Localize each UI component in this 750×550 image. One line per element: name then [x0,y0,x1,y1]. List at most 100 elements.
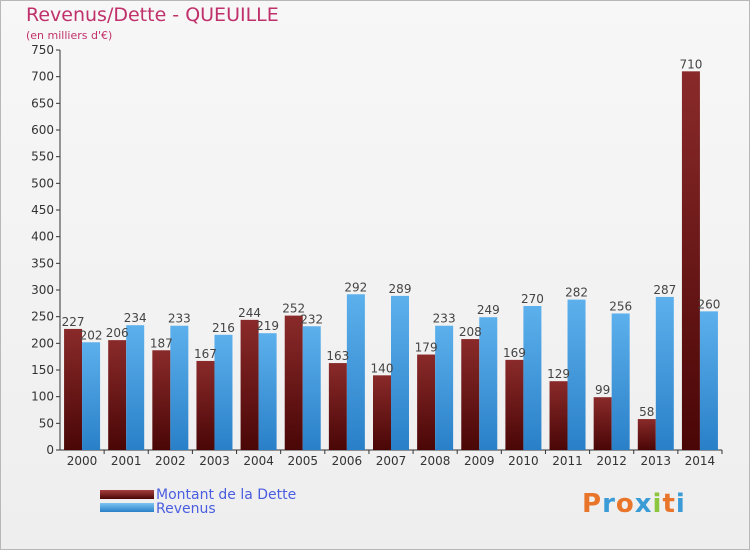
data-label-revenus: 289 [389,282,412,296]
proxiti-logo: Proxiti [582,489,686,519]
bar-dette [637,419,656,450]
bar-dette [417,354,436,450]
legend-label-debt: Montant de la Dette [156,487,297,503]
y-tick-label: 650 [31,96,54,110]
bar-revenus [302,326,321,450]
data-label-revenus: 256 [609,299,632,313]
y-tick-label: 0 [46,443,54,457]
logo-letter: t [662,489,676,519]
data-label-dette: 99 [595,383,610,397]
legend-swatch-revenus [100,503,154,512]
bar-revenus [346,294,365,450]
y-tick-label: 500 [31,176,54,190]
y-tick-label: 750 [31,43,54,57]
data-label-revenus: 282 [565,286,588,300]
data-label-revenus: 287 [653,283,676,297]
x-tick-label: 2010 [508,454,539,468]
x-tick-label: 2013 [641,454,672,468]
y-tick-label: 100 [31,390,54,404]
data-label-dette: 58 [639,405,654,419]
bar-revenus [258,333,277,450]
bar-revenus [214,334,233,450]
x-tick-label: 2006 [332,454,363,468]
x-tick-label: 2012 [596,454,627,468]
x-tick-label: 2000 [67,454,98,468]
x-tick-label: 2009 [464,454,495,468]
bar-dette [108,340,127,450]
data-label-dette: 163 [326,349,349,363]
y-tick-label: 50 [39,416,54,430]
x-tick-label: 2011 [552,454,583,468]
bar-revenus [655,296,674,450]
x-tick-label: 2005 [287,454,318,468]
x-tick-label: 2001 [111,454,142,468]
bar-revenus [82,342,101,450]
data-label-dette: 179 [415,341,438,355]
data-label-revenus: 216 [212,321,235,335]
data-label-revenus: 219 [256,319,279,333]
bar-revenus [479,317,498,450]
bar-revenus [611,313,630,450]
data-label-revenus: 234 [124,311,147,325]
y-tick-label: 600 [31,123,54,137]
data-label-revenus: 260 [697,297,720,311]
data-label-dette: 252 [282,302,305,316]
bar-dette [461,339,480,450]
bar-revenus [126,325,145,450]
data-label-dette: 710 [679,57,702,71]
legend-label-revenus: Revenus [156,501,216,517]
data-label-revenus: 233 [168,312,191,326]
data-label-dette: 129 [547,367,570,381]
y-tick-label: 200 [31,336,54,350]
data-label-dette: 227 [62,315,85,329]
data-label-revenus: 233 [433,312,456,326]
bar-revenus [523,306,542,450]
y-tick-label: 450 [31,203,54,217]
logo-letter: i [675,489,686,519]
data-label-dette: 187 [150,336,173,350]
logo-letter: P [582,489,603,519]
bar-revenus [391,295,409,450]
data-label-dette: 208 [459,325,482,339]
chart-title: Revenus/Dette - QUEUILLE [26,4,279,26]
bar-dette [373,375,391,450]
x-tick-label: 2007 [376,454,407,468]
x-tick-label: 2002 [155,454,186,468]
chart-subtitle: (en milliers d'€) [26,29,113,42]
bar-dette [505,359,524,450]
bar-revenus [435,325,454,450]
bar-revenus [567,299,586,450]
bar-dette [240,319,259,450]
data-label-revenus: 202 [80,328,103,342]
bar-dette [64,328,83,450]
data-label-revenus: 270 [521,292,544,306]
logo-letter: i [652,489,663,519]
data-label-dette: 169 [503,346,526,360]
y-tick-label: 250 [31,310,54,324]
bar-dette [328,363,347,450]
x-tick-label: 2014 [685,454,716,468]
data-label-dette: 140 [371,361,394,375]
data-label-revenus: 292 [344,280,367,294]
logo-letter: x [634,489,653,519]
y-tick-label: 400 [31,230,54,244]
bar-dette [284,315,303,450]
bar-dette [681,71,700,450]
y-tick-label: 700 [31,70,54,84]
x-tick-label: 2008 [420,454,451,468]
y-tick-label: 550 [31,150,54,164]
logo-letter: r [602,489,616,519]
y-tick-label: 150 [31,363,54,377]
y-tick-label: 300 [31,283,54,297]
legend-swatch-debt [100,490,154,499]
bar-revenus [699,311,718,450]
bar-revenus [170,325,189,450]
data-label-dette: 206 [106,326,129,340]
x-tick-label: 2003 [199,454,230,468]
bar-dette [549,381,568,450]
y-tick-label: 350 [31,256,54,270]
bar-dette [152,350,171,450]
bar-dette [196,360,215,450]
